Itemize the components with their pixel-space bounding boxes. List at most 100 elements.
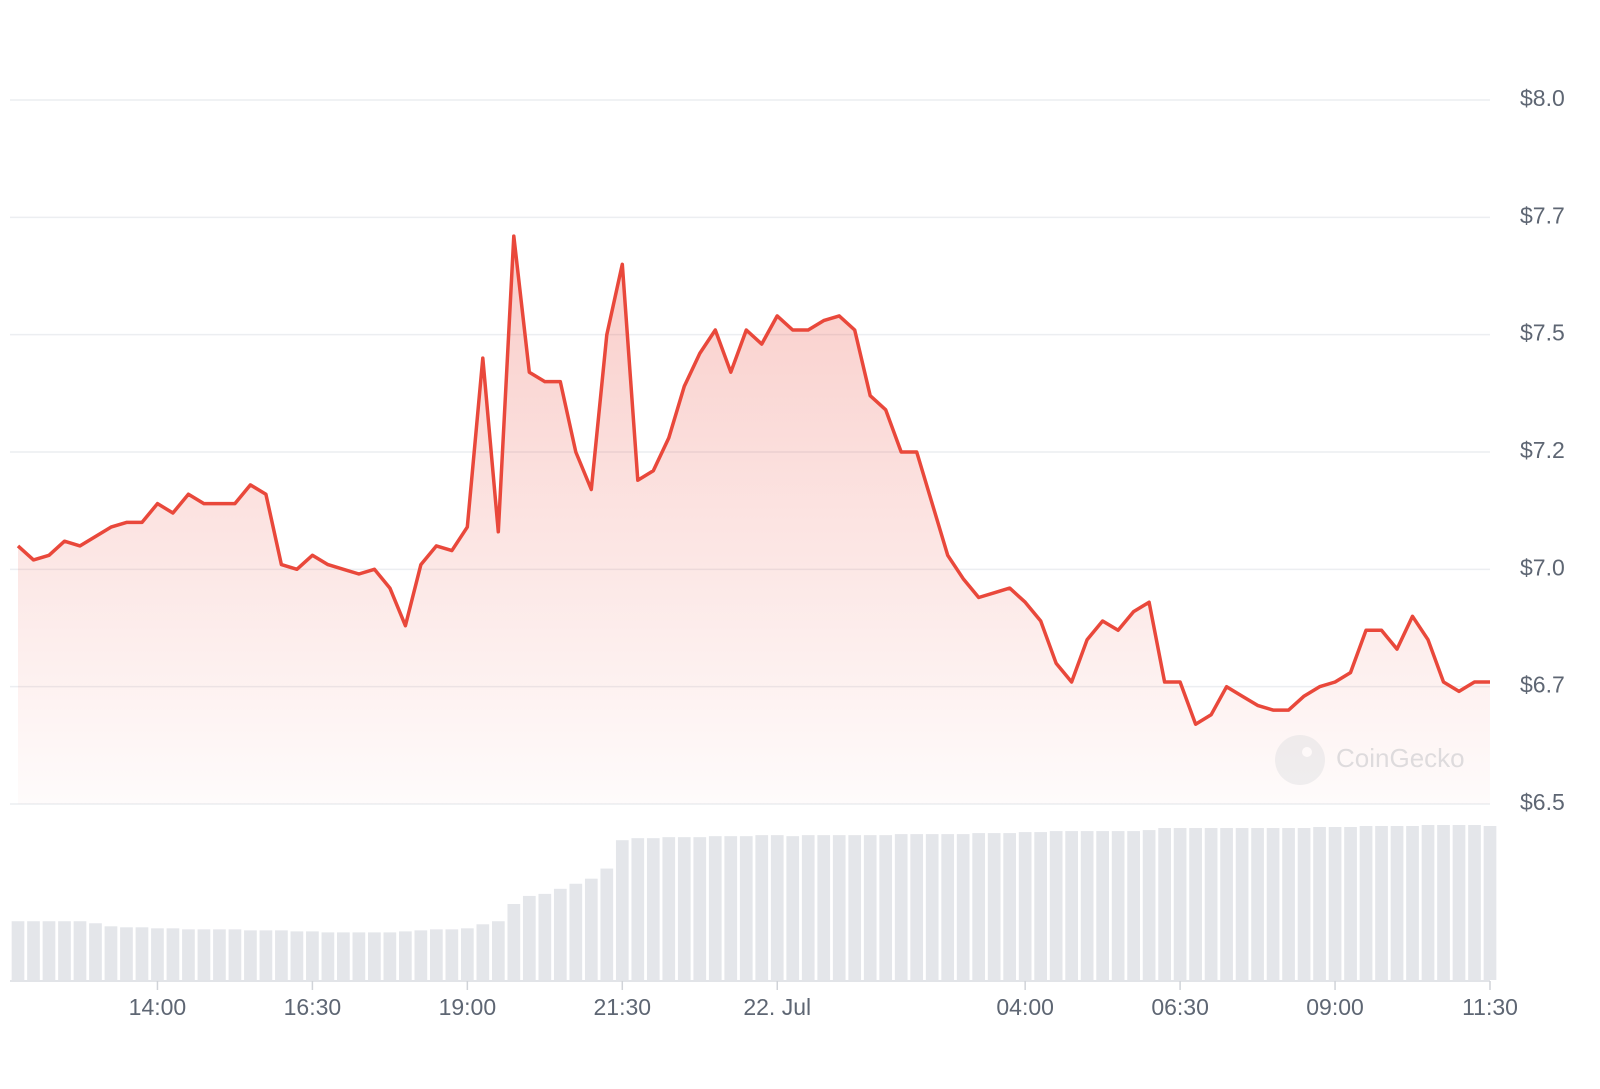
y-tick-label: $6.7 [1520, 672, 1565, 698]
volume-bar [1452, 825, 1466, 980]
watermark-text: CoinGecko [1336, 743, 1465, 773]
volume-bar [58, 921, 71, 980]
volume-bar [1344, 827, 1357, 980]
volume-bar [1390, 826, 1404, 980]
volume-bar [894, 834, 908, 980]
volume-bar [1158, 828, 1171, 980]
volume-bar [1111, 831, 1125, 980]
volume-bar [631, 838, 645, 980]
volume-bar [739, 836, 753, 980]
volume-bar [1266, 828, 1280, 980]
volume-bar [228, 929, 242, 980]
watermark: CoinGecko [1275, 735, 1465, 785]
volume-bar [166, 928, 180, 980]
volume-bar [1468, 825, 1481, 980]
volume-bar [553, 888, 567, 980]
volume-bar [399, 931, 412, 980]
y-tick-label: $6.5 [1520, 789, 1565, 815]
volume-bar [430, 929, 443, 980]
volume-bar [956, 834, 970, 980]
volume-bar [910, 834, 924, 980]
volume-bar [1235, 828, 1249, 980]
x-tick-label: 22. Jul [743, 994, 811, 1020]
volume-bar [197, 929, 211, 980]
volume-bar [1003, 833, 1017, 980]
volume-bar [569, 883, 583, 980]
y-tick-label: $8.0 [1520, 85, 1565, 111]
volume-bar [1096, 831, 1109, 980]
volume-bar [1282, 828, 1295, 980]
volume-bar [1189, 828, 1202, 980]
y-tick-label: $7.0 [1520, 554, 1565, 580]
volume-bar [104, 926, 118, 980]
volume-bar [708, 836, 722, 980]
volume-bar [460, 928, 474, 980]
volume-bar [848, 835, 862, 980]
volume-bar [73, 921, 87, 980]
x-tick-label: 21:30 [594, 994, 652, 1020]
volume-bar [11, 921, 25, 980]
watermark-logo [1275, 735, 1325, 785]
volume-bar [1437, 825, 1450, 980]
volume-bar [817, 835, 831, 980]
volume-bar [321, 932, 335, 980]
volume-bar [987, 833, 1001, 980]
volume-bar [1328, 827, 1342, 980]
volume-bar [1065, 831, 1078, 980]
volume-bar [755, 835, 769, 980]
volume-bar [538, 893, 552, 980]
area-fill [18, 236, 1490, 805]
watermark-logo-eye [1302, 747, 1312, 757]
volume-bar [600, 868, 614, 980]
x-tick-label: 06:30 [1151, 994, 1209, 1020]
volume-bar [476, 924, 490, 980]
volume-bar [1421, 825, 1435, 980]
volume-bar [27, 921, 40, 980]
volume-bar [89, 923, 102, 980]
y-tick-label: $7.7 [1520, 202, 1565, 228]
x-tick-label: 16:30 [284, 994, 342, 1020]
volume-bar [879, 835, 893, 980]
volume-bar [445, 929, 459, 980]
volume-bar [135, 927, 149, 980]
x-tick-label: 19:00 [439, 994, 497, 1020]
volume-bar [677, 837, 691, 980]
volume-bar [972, 833, 986, 980]
volume-bar [368, 932, 381, 980]
volume-bar [259, 930, 273, 980]
volume-bar [662, 837, 676, 980]
volume-bar [151, 928, 164, 980]
volume-bar [1034, 832, 1048, 980]
volume-bar [120, 927, 133, 980]
volume-bar [337, 932, 350, 980]
volume-bar [383, 932, 397, 980]
volume-bar [1406, 826, 1419, 980]
volume-bar [1142, 830, 1156, 980]
x-tick-label: 14:00 [129, 994, 187, 1020]
volume-bar [584, 878, 598, 980]
volume-bar [786, 836, 800, 980]
volume-bar [941, 834, 955, 980]
volume-bar [352, 932, 366, 980]
volume-bar [1220, 828, 1233, 980]
volume-bar [1313, 827, 1326, 980]
volume-bar [1251, 828, 1264, 980]
volume-bar [290, 931, 304, 980]
volume-bar [693, 837, 707, 980]
volume-bar [925, 834, 939, 980]
volume-bar [244, 930, 257, 980]
volume-bar [306, 931, 319, 980]
volume-bar [1375, 826, 1388, 980]
volume-bar [1049, 831, 1063, 980]
volume-bar [832, 835, 846, 980]
volume-bar [801, 835, 815, 980]
volume-bar [1204, 828, 1218, 980]
price-line [16, 234, 1490, 726]
volume-bar [522, 895, 536, 980]
volume-bar [646, 838, 660, 980]
volume-bar [414, 930, 428, 980]
volume-bar [615, 840, 629, 980]
volume-bar [42, 921, 56, 980]
